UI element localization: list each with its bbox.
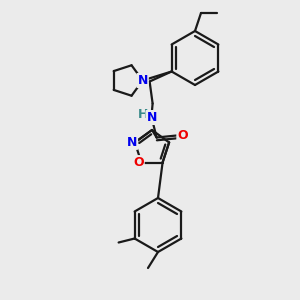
Text: O: O [133, 156, 144, 169]
Text: H: H [137, 108, 148, 121]
Text: N: N [146, 111, 157, 124]
Text: N: N [137, 74, 148, 87]
Text: N: N [127, 136, 137, 149]
Text: O: O [177, 129, 188, 142]
